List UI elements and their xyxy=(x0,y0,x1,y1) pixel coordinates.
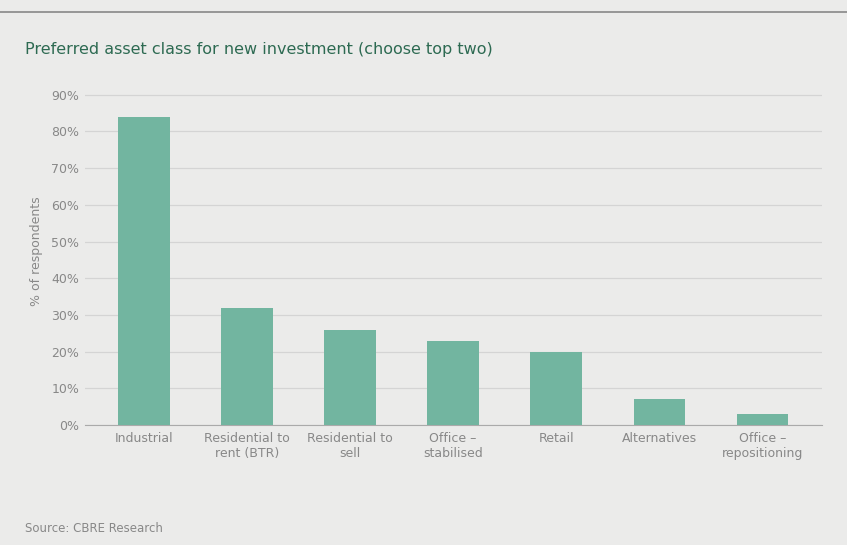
Text: Preferred asset class for new investment (choose top two): Preferred asset class for new investment… xyxy=(25,42,493,57)
Text: Source: CBRE Research: Source: CBRE Research xyxy=(25,522,163,535)
Bar xyxy=(119,117,169,425)
Bar xyxy=(221,307,273,425)
Bar xyxy=(634,399,685,425)
Bar xyxy=(737,414,788,425)
Bar xyxy=(428,341,479,425)
Y-axis label: % of respondents: % of respondents xyxy=(30,196,43,306)
Bar xyxy=(324,330,376,425)
Bar xyxy=(530,352,582,425)
